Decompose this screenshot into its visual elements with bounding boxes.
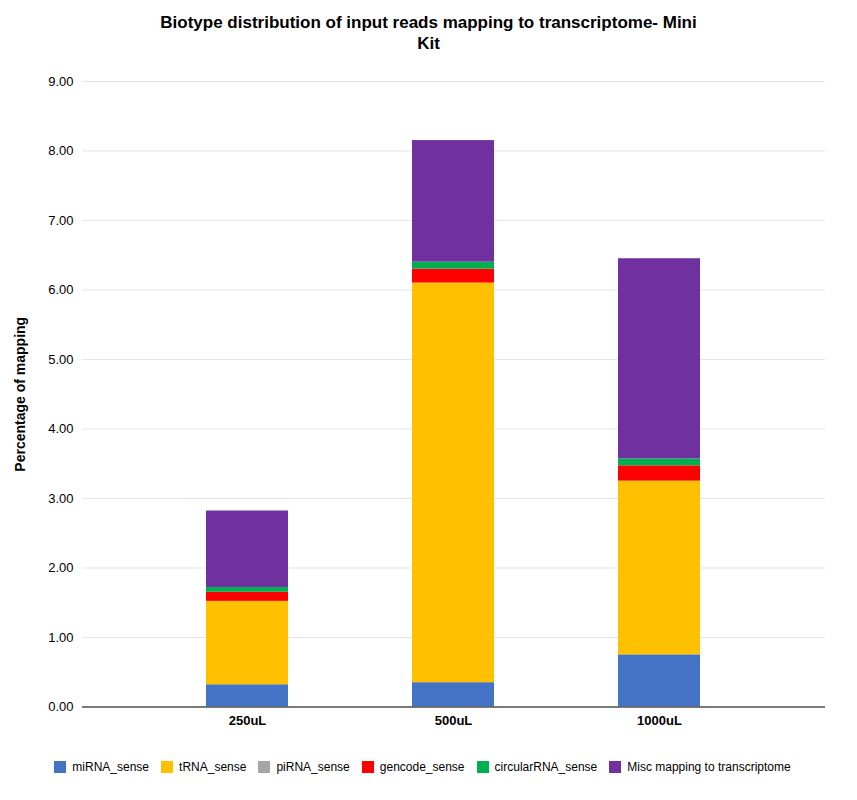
html-text:Misc mapping to transcriptome: Misc mapping to transcriptome xyxy=(627,759,791,774)
svg-text:500uL: 500uL xyxy=(435,713,473,728)
svg-text:1000uL: 1000uL xyxy=(637,713,682,728)
svg-text:2.00: 2.00 xyxy=(48,560,73,575)
html-text:circularRNA_sense: circularRNA_sense xyxy=(494,759,598,774)
svg-text:9.00: 9.00 xyxy=(48,73,73,88)
html-text:miRNA_sense: miRNA_sense xyxy=(72,759,149,774)
svg-text:0.00: 0.00 xyxy=(48,699,73,714)
html-text:tRNA_sense: tRNA_sense xyxy=(179,759,247,774)
svg-text:5.00: 5.00 xyxy=(48,351,73,366)
svg-text:6.00: 6.00 xyxy=(48,282,73,297)
svg-text:7.00: 7.00 xyxy=(48,212,73,227)
html-text:piRNA_sense: piRNA_sense xyxy=(276,759,350,774)
html-text:gencode_sense: gencode_sense xyxy=(379,759,465,774)
svg-text:1.00: 1.00 xyxy=(48,629,73,644)
svg-text:250uL: 250uL xyxy=(229,713,267,728)
svg-text:8.00: 8.00 xyxy=(48,143,73,158)
html-text:Biotype distribution of input: Biotype distribution of input reads mapp… xyxy=(160,13,697,54)
svg-text:4.00: 4.00 xyxy=(48,421,73,436)
svg-text:3.00: 3.00 xyxy=(48,490,73,505)
svg-text:Percentage of mapping: Percentage of mapping xyxy=(12,316,28,471)
